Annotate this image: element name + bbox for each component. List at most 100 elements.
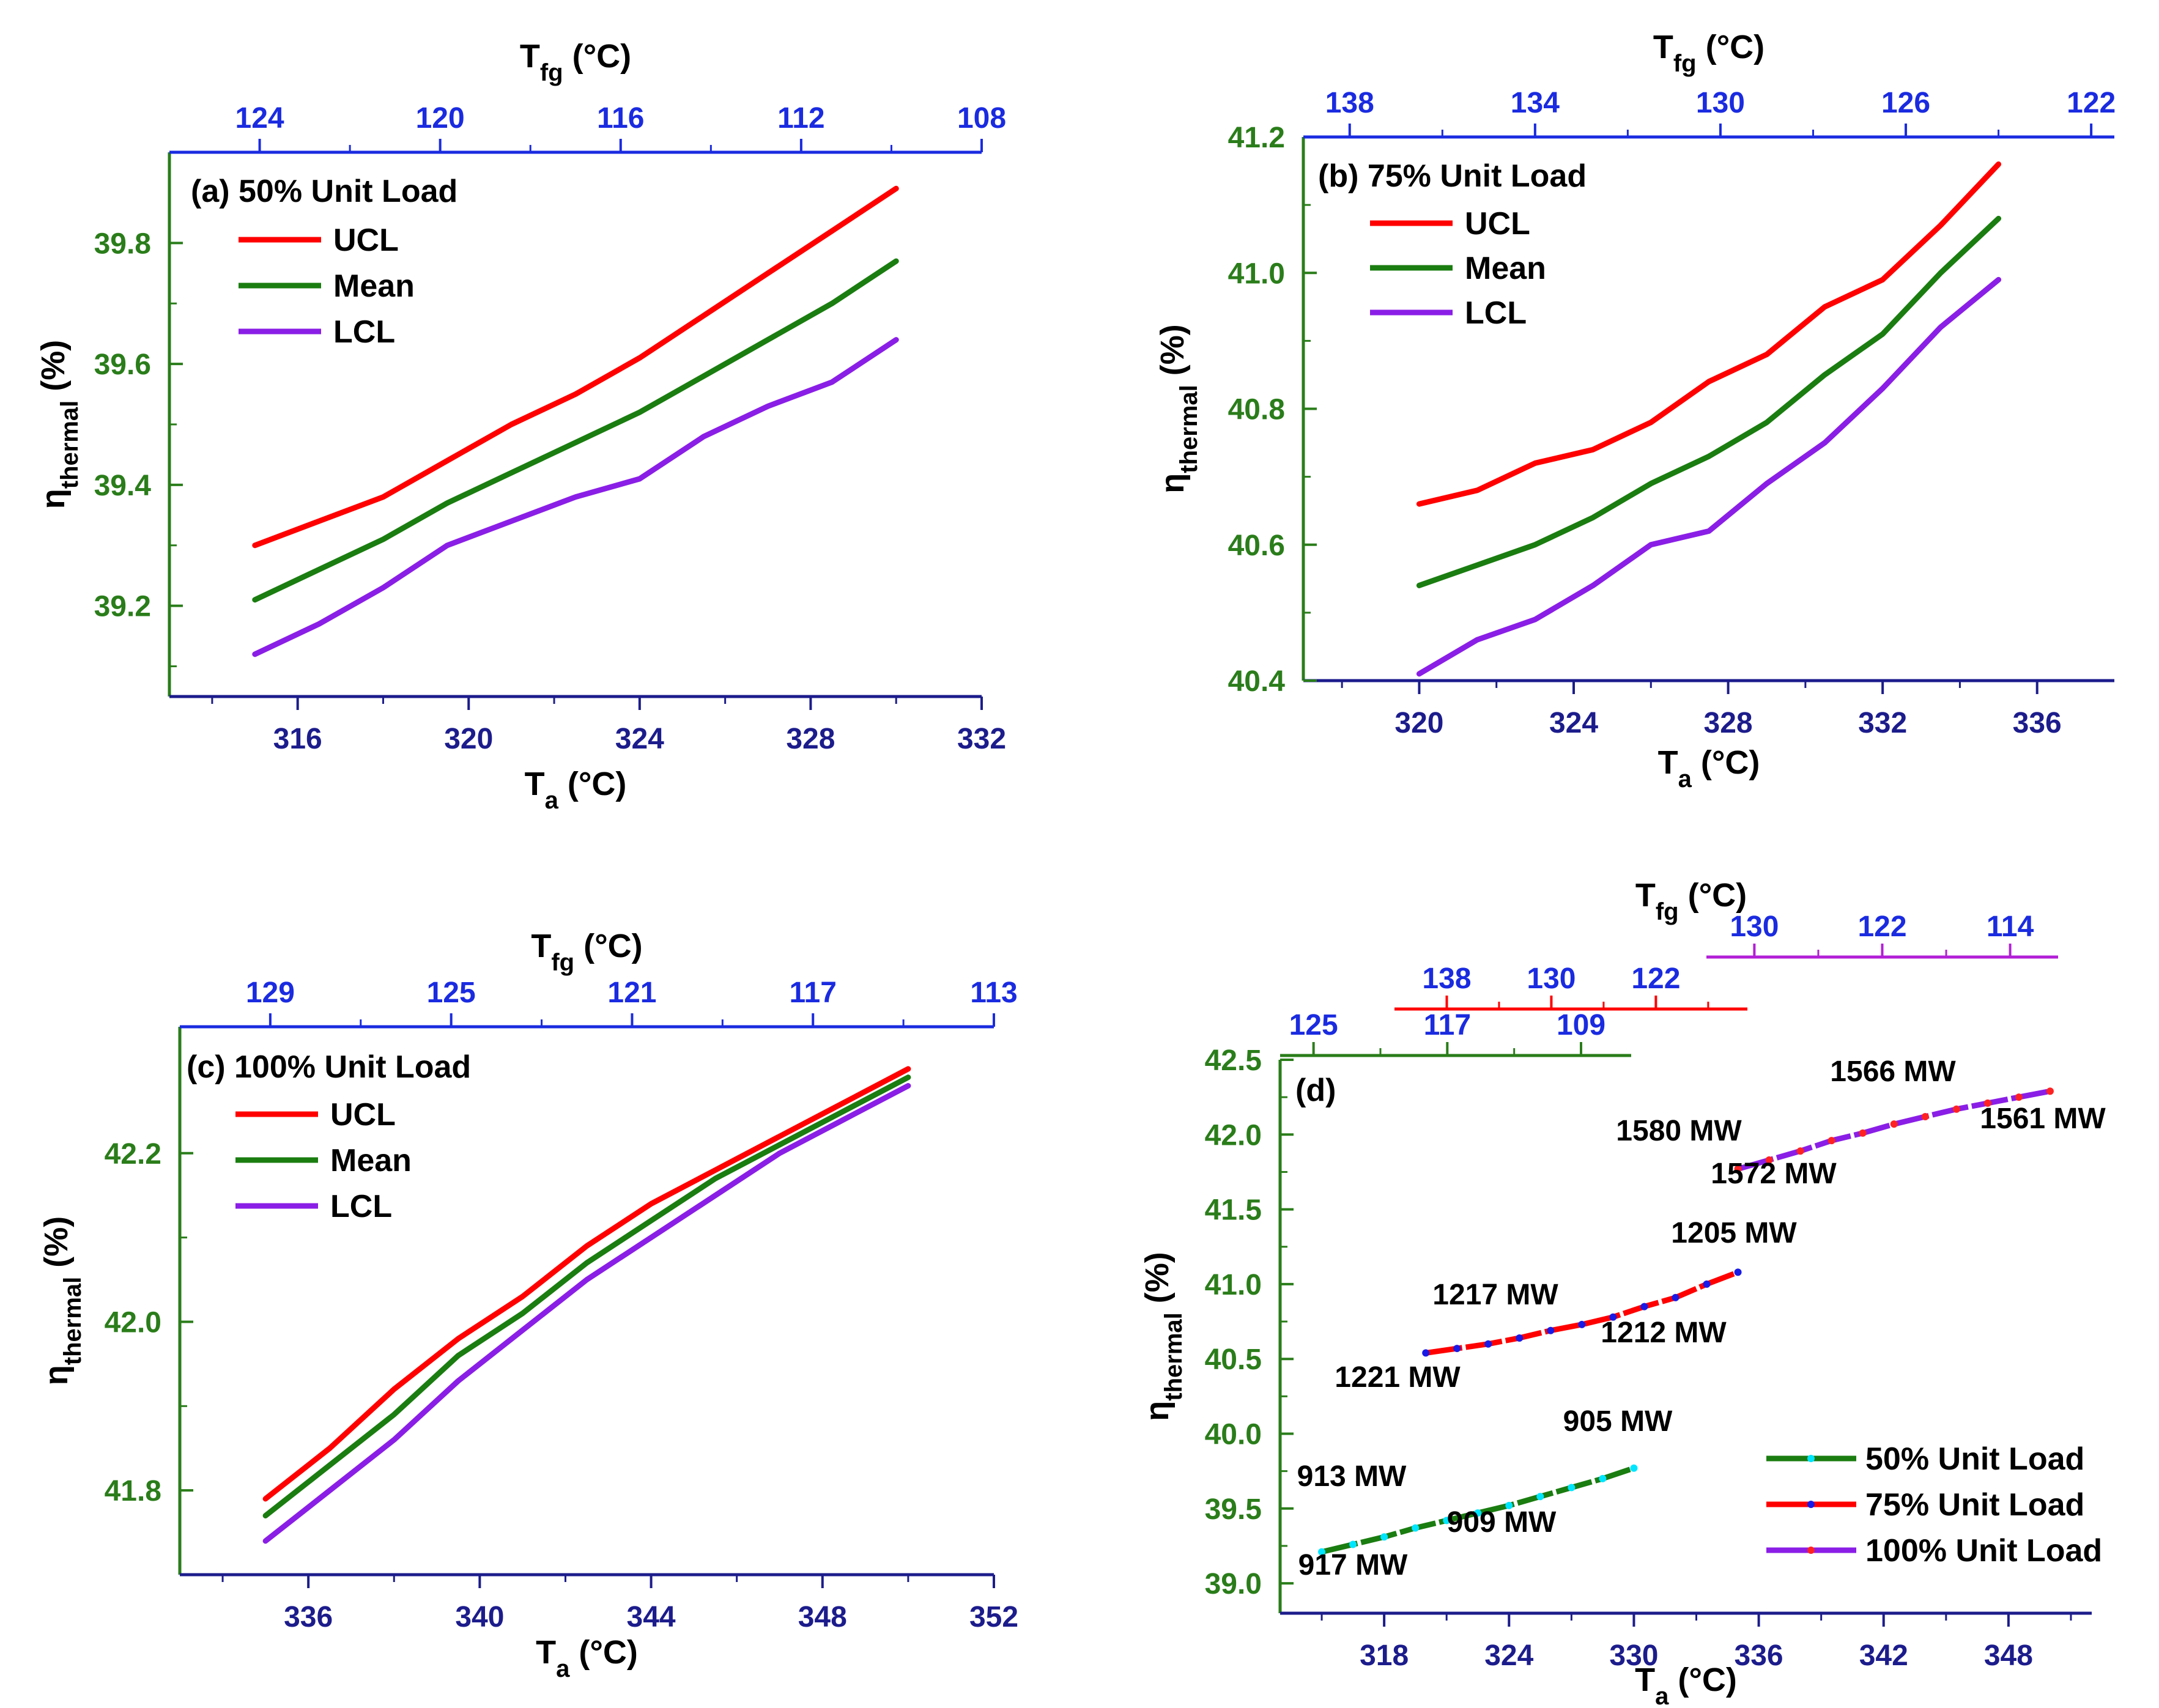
series-line-lcl xyxy=(252,337,899,657)
series-line-mean xyxy=(1416,215,2002,588)
panel-title: (b) 75% Unit Load xyxy=(1318,158,1587,194)
x2-tick-label: 124 xyxy=(235,102,284,135)
data-point xyxy=(1453,1345,1461,1353)
legend-marker xyxy=(1807,1455,1815,1462)
data-annotation: 1561 MW xyxy=(1980,1103,2106,1135)
x-axis-title: Ta (°C) xyxy=(1635,1662,1737,1708)
x2-tick-label: 122 xyxy=(1631,963,1680,995)
data-annotation: 1212 MW xyxy=(1601,1317,1727,1349)
y-tick-label: 41.8 xyxy=(105,1475,161,1507)
x2-tick-label: 117 xyxy=(790,977,837,1009)
x-tick-label: 320 xyxy=(1394,707,1443,739)
data-annotation: 905 MW xyxy=(1563,1405,1673,1438)
y-tick-label: 41.0 xyxy=(1205,1269,1262,1301)
x-tick-label: 316 xyxy=(273,723,322,755)
y-axis-title: ηthermal (%) xyxy=(1139,1252,1187,1421)
x-axis-title: Ta (°C) xyxy=(525,766,627,814)
data-point xyxy=(1983,1099,1991,1107)
data-point xyxy=(1474,1509,1482,1517)
legend-label: Mean xyxy=(330,1143,412,1178)
data-point xyxy=(1578,1320,1586,1328)
legend-marker xyxy=(1807,1547,1815,1554)
data-point xyxy=(1568,1484,1576,1492)
x2-axis-title: Tfg (°C) xyxy=(520,38,631,86)
data-point xyxy=(1796,1147,1804,1155)
x-tick-label: 324 xyxy=(1549,707,1598,739)
data-point xyxy=(1380,1533,1388,1541)
panel-b-chart: 320 324 328 332 336 40.4 40.6 40.8 41.0 41.2 Ta (°… xyxy=(1154,29,2116,793)
y-tick-label: 39.5 xyxy=(1205,1493,1262,1526)
y-tick-label: 41.5 xyxy=(1205,1194,1262,1227)
panel-title: (a) 50% Unit Load xyxy=(191,174,457,209)
x2-tick-label: 130 xyxy=(1696,87,1745,119)
data-point xyxy=(1921,1112,1929,1120)
x-tick-label: 336 xyxy=(284,1601,333,1633)
x-tick-label: 336 xyxy=(2013,707,2062,739)
data-annotation: 1572 MW xyxy=(1711,1158,1837,1190)
x2-tick-label: 125 xyxy=(427,977,476,1009)
x-tick-label: 344 xyxy=(627,1601,676,1633)
data-point xyxy=(1484,1340,1492,1348)
y-tick-label: 42.0 xyxy=(105,1306,161,1339)
data-point xyxy=(1547,1326,1555,1334)
y-tick-label: 39.0 xyxy=(1205,1568,1262,1600)
x-tick-label: 352 xyxy=(969,1601,1018,1633)
y-axis-title: ηthermal (%) xyxy=(38,1216,86,1385)
x2-tick-label: 130 xyxy=(1527,963,1576,995)
legend-label: 50% Unit Load xyxy=(1865,1441,2084,1477)
x-tick-label: 336 xyxy=(1735,1640,1783,1672)
x2-axis-title: Tfg (°C) xyxy=(1653,29,1765,77)
y-tick-label: 40.6 xyxy=(1228,530,1285,562)
x2-tick-label: 122 xyxy=(1857,911,1906,943)
x2-tick-label: 121 xyxy=(607,977,656,1009)
x2-tick-label: 120 xyxy=(416,102,465,135)
series-line-lcl xyxy=(262,1083,911,1544)
data-point xyxy=(1599,1474,1607,1482)
data-annotation: 1580 MW xyxy=(1616,1115,1742,1147)
y-tick-label: 40.0 xyxy=(1205,1418,1262,1451)
data-point xyxy=(1765,1156,1773,1164)
series-line-mean xyxy=(252,258,899,603)
x-tick-label: 332 xyxy=(957,723,1006,755)
x2-tick-label: 114 xyxy=(1987,911,2034,943)
data-point xyxy=(1318,1548,1326,1556)
data-annotation: 909 MW xyxy=(1447,1506,1557,1539)
y-tick-label: 41.2 xyxy=(1228,122,1285,154)
legend-label: LCL xyxy=(330,1189,392,1224)
series-line xyxy=(1425,1270,1739,1356)
y-tick-label: 39.2 xyxy=(94,591,151,623)
x-tick-label: 348 xyxy=(798,1601,847,1633)
legend-label: LCL xyxy=(1465,295,1527,331)
legend-marker xyxy=(1807,1501,1815,1508)
data-point xyxy=(1412,1524,1420,1532)
x2-tick-label: 126 xyxy=(1881,87,1930,119)
data-point xyxy=(1703,1280,1711,1288)
x2-tick-label: 108 xyxy=(957,102,1006,135)
y-tick-label: 42.2 xyxy=(105,1138,161,1170)
legend-label: LCL xyxy=(333,314,395,350)
series-line xyxy=(1321,1465,1635,1555)
legend-label: UCL xyxy=(333,223,399,258)
legend-label: UCL xyxy=(330,1097,396,1133)
x2-axis-title: Tfg (°C) xyxy=(1635,877,1747,925)
panel-a-chart: 316 320 324 328 332 39.2 39.4 39.6 39.8 Ta (°C) ηt… xyxy=(35,38,1006,814)
x2-tick-label: 112 xyxy=(777,102,824,135)
y-tick-label: 39.6 xyxy=(94,349,151,381)
x2-tick-label: 117 xyxy=(1424,1009,1471,1041)
legend-label: 75% Unit Load xyxy=(1865,1487,2084,1523)
x-tick-label: 324 xyxy=(1484,1640,1533,1672)
series-line-mean xyxy=(262,1074,911,1518)
x-axis-title: Ta (°C) xyxy=(1658,744,1760,793)
y-tick-label: 40.4 xyxy=(1228,665,1286,698)
data-point xyxy=(1609,1313,1617,1321)
series-line-ucl xyxy=(252,185,899,549)
x-tick-label: 330 xyxy=(1609,1640,1658,1672)
x-tick-label: 340 xyxy=(455,1601,504,1633)
data-point xyxy=(1952,1105,1960,1113)
data-point xyxy=(1890,1120,1898,1128)
x2-tick-label: 134 xyxy=(1511,87,1560,119)
data-point xyxy=(1536,1493,1544,1501)
data-annotation: 1217 MW xyxy=(1432,1279,1558,1311)
x-tick-label: 328 xyxy=(786,723,835,755)
